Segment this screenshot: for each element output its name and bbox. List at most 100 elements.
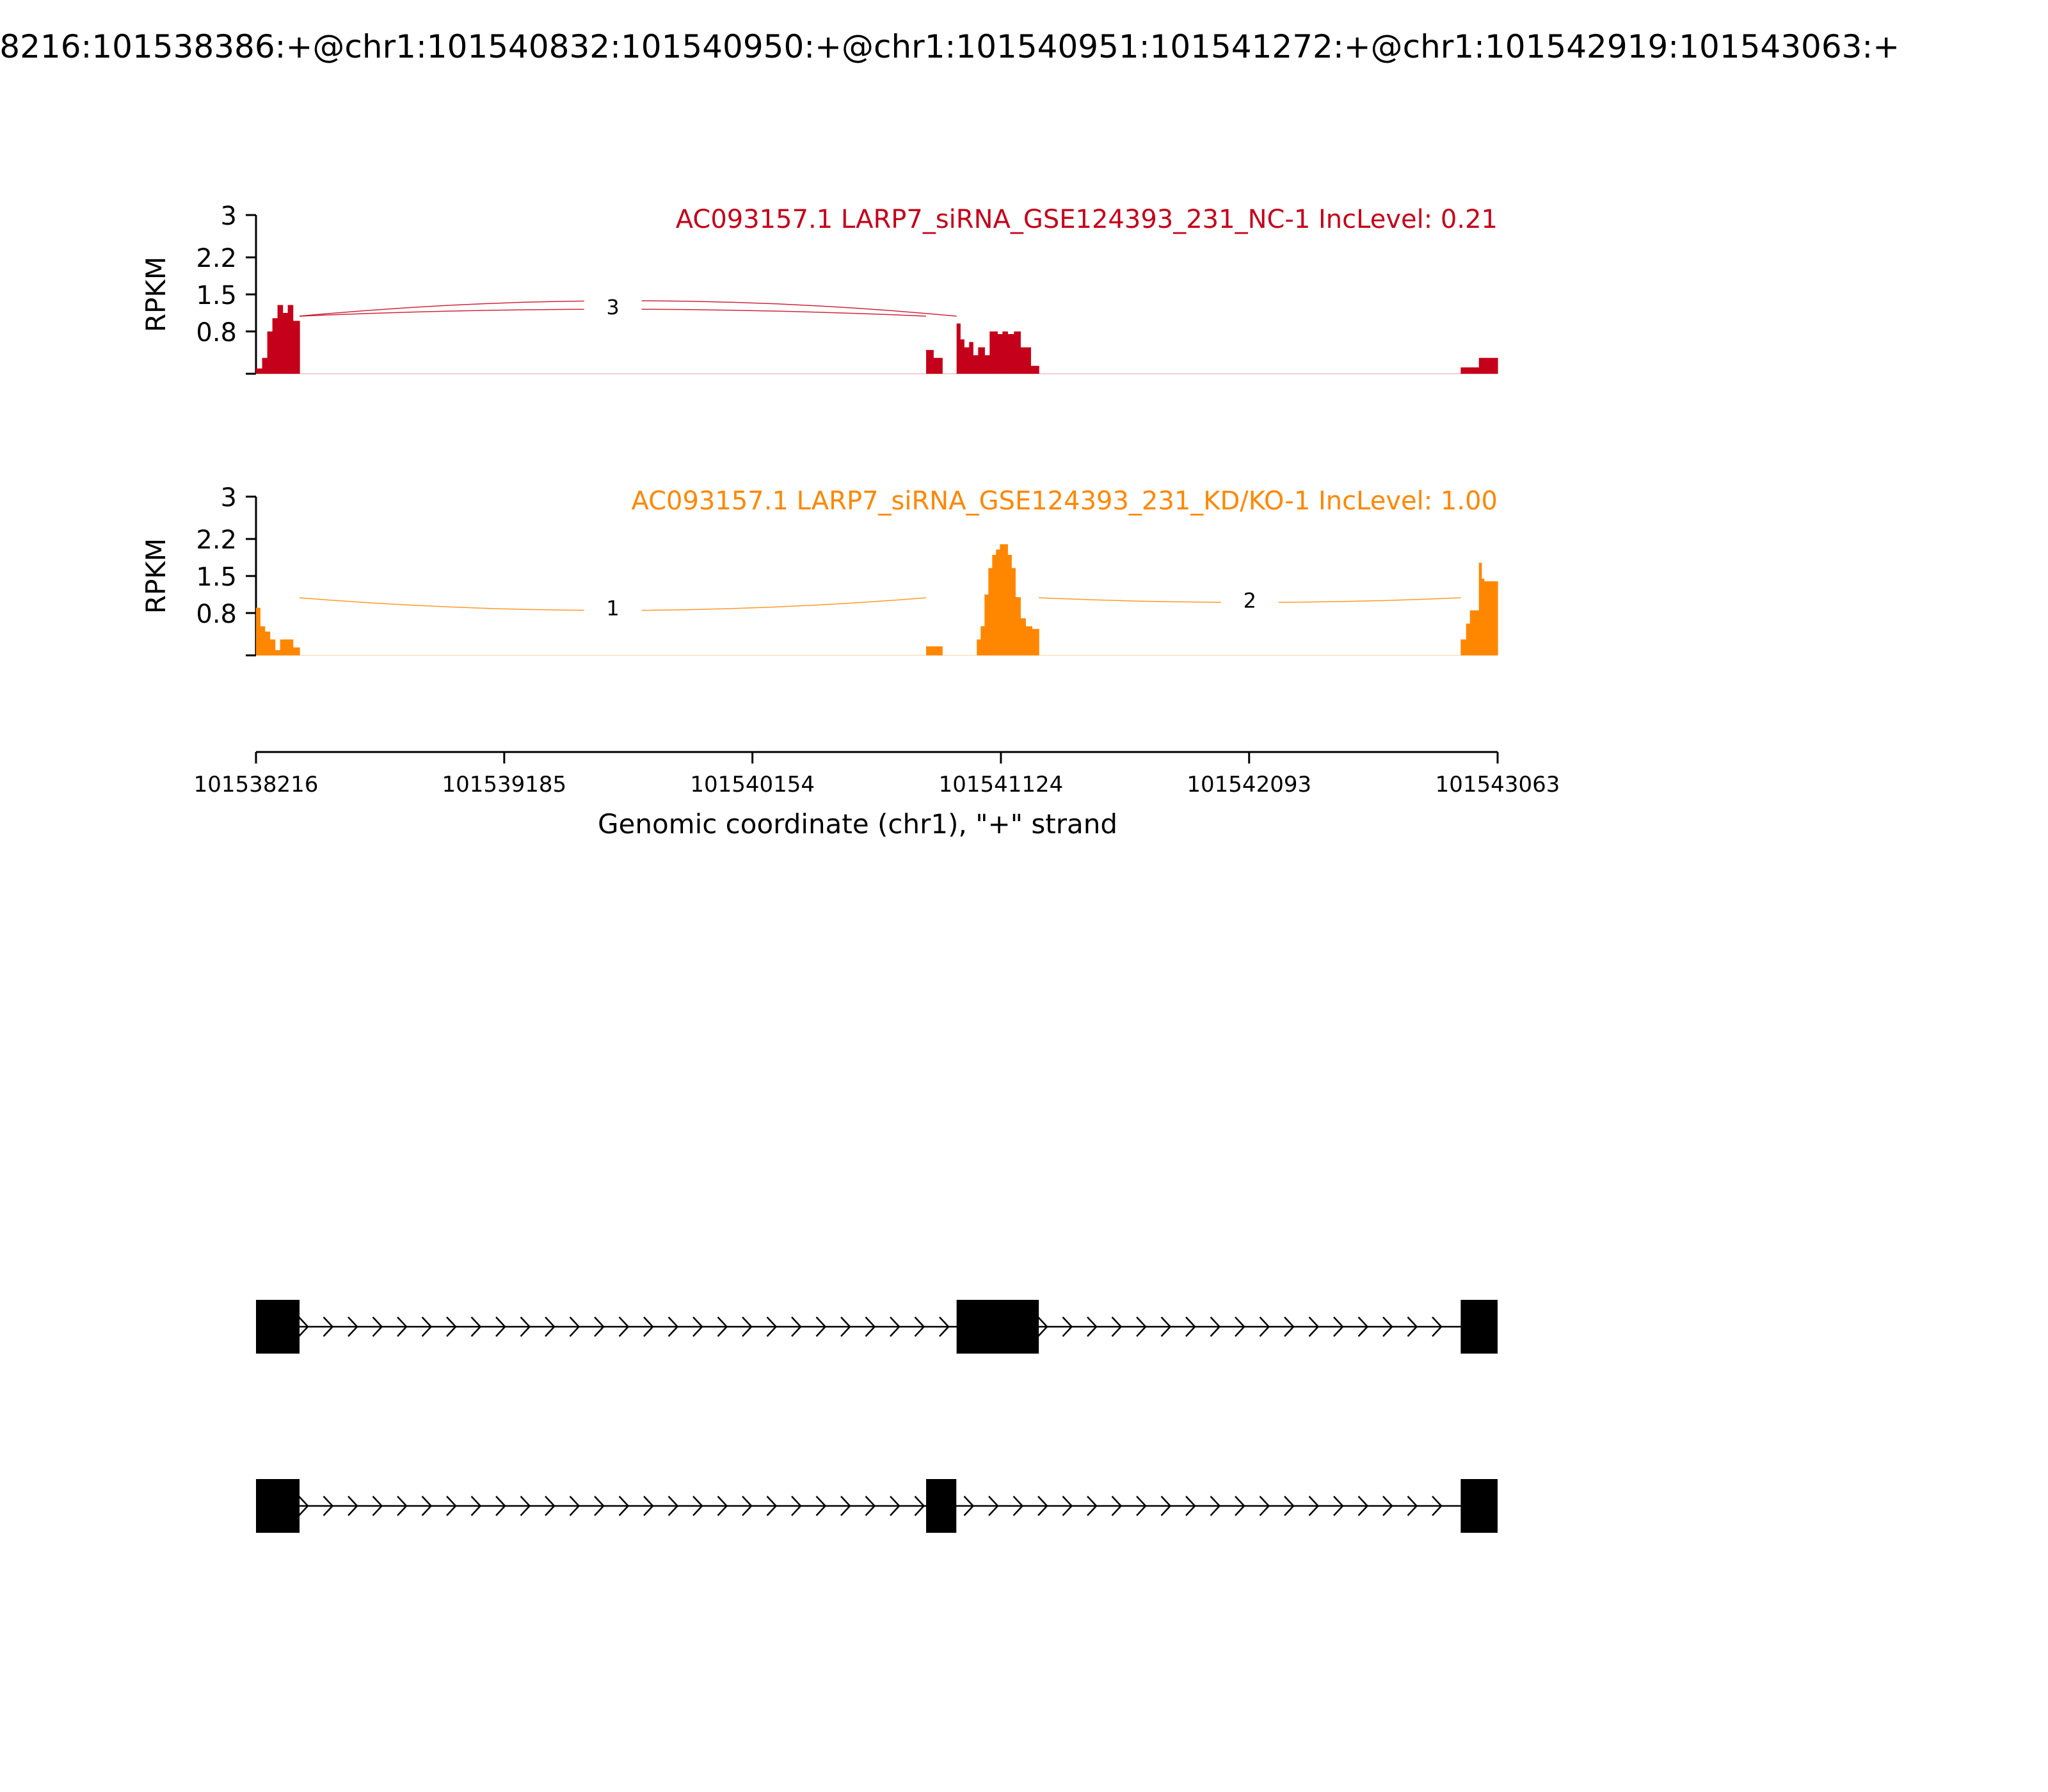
strand-chevron bbox=[594, 1496, 605, 1516]
strand-chevron bbox=[1308, 1496, 1320, 1516]
coverage-bar bbox=[992, 554, 996, 655]
junction-count-bg bbox=[584, 592, 642, 621]
strand-chevron bbox=[397, 1316, 408, 1337]
exon-block bbox=[956, 1300, 1039, 1354]
strand-chevron bbox=[1037, 1496, 1048, 1516]
junction-count-bg bbox=[1220, 584, 1279, 613]
y-tick-label: 3 bbox=[221, 483, 237, 513]
strand-chevron bbox=[914, 1316, 925, 1337]
coverage-bar bbox=[256, 607, 261, 655]
coverage-bar bbox=[1030, 365, 1039, 374]
strand-chevron bbox=[1235, 1496, 1245, 1516]
strand-chevron bbox=[939, 1316, 950, 1337]
strand-chevron bbox=[446, 1316, 457, 1337]
strand-chevron bbox=[1432, 1496, 1443, 1516]
x-axis-label: Genomic coordinate (chr1), "+" strand bbox=[598, 808, 1117, 840]
strand-chevron bbox=[1284, 1316, 1295, 1337]
junction-count-bg bbox=[584, 291, 642, 320]
coverage-bar bbox=[989, 331, 998, 374]
strand-chevron bbox=[692, 1496, 703, 1516]
coverage-bar bbox=[933, 358, 943, 374]
strand-chevron bbox=[890, 1316, 900, 1337]
strand-chevron bbox=[692, 1316, 703, 1337]
strand-chevron bbox=[1087, 1496, 1098, 1516]
genomic-axis: 101538216 101539185 101540154 101541124 1015… bbox=[194, 751, 1560, 797]
strand-chevron bbox=[1382, 1496, 1393, 1516]
coverage-bar bbox=[260, 626, 266, 655]
strand-chevron bbox=[766, 1496, 778, 1516]
coverage-bar bbox=[287, 305, 294, 374]
coverage-bar bbox=[277, 305, 284, 374]
strand-chevron bbox=[1160, 1316, 1172, 1337]
coverage-bar bbox=[1473, 610, 1480, 655]
coverage-bar bbox=[1014, 331, 1021, 374]
y-axis-label: RPKM bbox=[140, 538, 172, 614]
coverage-bar bbox=[996, 549, 1000, 655]
strand-chevron bbox=[791, 1316, 802, 1337]
junction-count: 1 bbox=[606, 596, 619, 621]
strand-chevron bbox=[1185, 1316, 1196, 1337]
coverage-bar bbox=[275, 650, 281, 655]
strand-chevron bbox=[618, 1496, 630, 1516]
x-tick-label: 101539185 bbox=[442, 772, 566, 797]
strand-chevron bbox=[569, 1316, 580, 1337]
strand-chevron bbox=[914, 1496, 925, 1516]
coverage-bar bbox=[1460, 639, 1467, 655]
strand-chevron bbox=[397, 1496, 408, 1516]
strand-chevron bbox=[791, 1496, 802, 1516]
coverage-bar bbox=[1002, 331, 1008, 374]
coverage-bar bbox=[988, 568, 993, 655]
coverage-bar bbox=[997, 334, 1003, 374]
strand-chevron bbox=[1111, 1496, 1123, 1516]
strand-chevron bbox=[1259, 1316, 1270, 1337]
coverage-bar bbox=[1000, 544, 1004, 655]
coverage-bar bbox=[1025, 626, 1032, 655]
strand-chevron bbox=[1087, 1316, 1098, 1337]
strand-chevron bbox=[742, 1316, 753, 1337]
coverage-bar bbox=[1484, 581, 1498, 655]
strand-chevron bbox=[298, 1496, 309, 1516]
strand-chevron bbox=[372, 1496, 383, 1516]
coverage-bar bbox=[262, 358, 268, 374]
strand-chevron bbox=[1432, 1316, 1443, 1337]
coverage-bar bbox=[964, 347, 970, 374]
exon-block bbox=[256, 1479, 300, 1533]
coverage-bar bbox=[280, 639, 289, 655]
strand-chevron bbox=[717, 1316, 728, 1337]
coverage-bar bbox=[984, 594, 989, 655]
isoform-1 bbox=[256, 1300, 1498, 1354]
coverage-bar bbox=[1469, 610, 1475, 655]
strand-chevron bbox=[1210, 1496, 1221, 1516]
coverage-bar bbox=[1478, 563, 1482, 655]
coverage-bar bbox=[272, 318, 278, 374]
strand-chevron bbox=[815, 1496, 827, 1516]
strand-chevron bbox=[1333, 1316, 1344, 1337]
strand-chevron bbox=[1357, 1496, 1369, 1516]
coverage-bar bbox=[1481, 579, 1485, 655]
coverage-bar bbox=[926, 646, 943, 655]
y-tick-label: 3 bbox=[221, 202, 237, 231]
strand-chevron bbox=[1235, 1316, 1245, 1337]
strand-chevron bbox=[742, 1496, 753, 1516]
x-tick-label: 101541124 bbox=[939, 772, 1064, 797]
strand-chevron bbox=[348, 1316, 358, 1337]
y-axis-label: RPKM bbox=[140, 257, 172, 332]
coverage-bar bbox=[973, 355, 979, 374]
strand-chevron bbox=[520, 1316, 531, 1337]
coverage-tracks: 0.8 1.5 2.2 3 RPKM AC093157.1 LARP7_siRNA_GSE… bbox=[140, 202, 1498, 657]
strand-chevron bbox=[668, 1496, 679, 1516]
track-1: 0.8 1.5 2.2 3 RPKM AC093157.1 LARP7_siRNA_GSE… bbox=[140, 202, 1498, 375]
coverage-bar bbox=[1015, 597, 1021, 655]
coverage-bar bbox=[960, 339, 964, 374]
coverage-bar bbox=[1007, 334, 1014, 374]
figure-title: chr1:101538216:101538386:+@chr1:10154083… bbox=[0, 28, 1900, 65]
coverage-bar bbox=[984, 355, 990, 374]
coverage-bar bbox=[1460, 367, 1480, 374]
coverage-bar bbox=[977, 639, 981, 655]
strand-chevron bbox=[1407, 1496, 1418, 1516]
y-tick-label: 0.8 bbox=[196, 318, 237, 348]
y-tick-label: 2.2 bbox=[196, 525, 237, 555]
coverage-bar bbox=[1478, 358, 1498, 374]
coverage-bar bbox=[1466, 623, 1471, 655]
strand-chevron bbox=[470, 1496, 482, 1516]
